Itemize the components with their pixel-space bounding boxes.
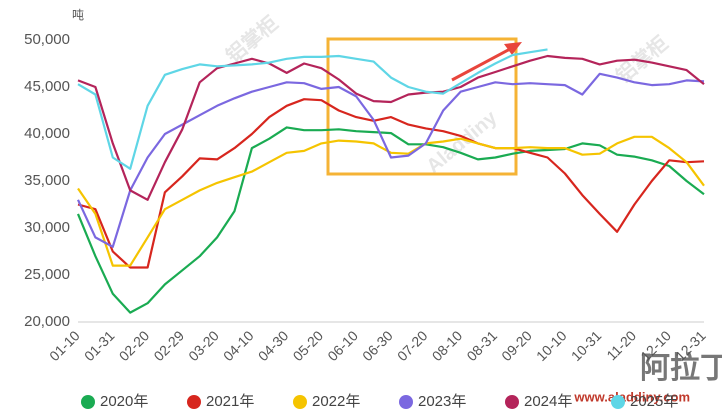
arrow — [451, 46, 513, 82]
legend-swatch — [399, 395, 413, 409]
x-tick-label: 10-10 — [533, 327, 570, 364]
y-tick-label: 40,000 — [24, 125, 70, 142]
series-line — [77, 54, 705, 201]
x-tick-label: 04-30 — [255, 327, 292, 364]
x-tick-label: 09-20 — [498, 327, 535, 364]
series-line — [76, 126, 705, 314]
legend-label: 2025年 — [630, 393, 678, 410]
watermark-logo: 阿拉丁 — [640, 351, 722, 385]
legend-swatch — [81, 395, 95, 409]
x-tick-label: 07-20 — [394, 327, 431, 364]
series-line — [77, 98, 705, 269]
x-tick-label: 02-29 — [150, 327, 187, 364]
legend-label: 2020年 — [100, 393, 148, 410]
x-tick-label: 04-10 — [220, 327, 257, 364]
highlight-box — [326, 37, 518, 176]
y-tick-label: 35,000 — [24, 172, 70, 189]
series-line — [77, 72, 705, 248]
legend-label: 2021年 — [206, 393, 254, 410]
unit-label: 吨 — [72, 8, 84, 22]
x-tick-label: 11-20 — [603, 327, 639, 363]
arrow-head — [504, 42, 522, 55]
y-tick-label: 45,000 — [24, 78, 70, 95]
legend-swatch — [611, 395, 625, 409]
legend-swatch — [293, 395, 307, 409]
watermark-url: www.aladdiny.com — [573, 389, 690, 404]
x-tick-label: 05-20 — [290, 327, 327, 364]
x-tick-label: 02-20 — [116, 327, 153, 364]
x-tick-label: 10-31 — [568, 327, 605, 364]
y-tick-label: 50,000 — [24, 31, 70, 48]
x-tick-label: 08-31 — [463, 327, 500, 364]
x-tick-label: 01-31 — [81, 327, 118, 364]
y-tick-label: 25,000 — [24, 266, 70, 283]
x-tick-label: 03-20 — [185, 327, 222, 364]
legend-swatch — [505, 395, 519, 409]
x-tick-label: 06-30 — [359, 327, 396, 364]
legend-label: 2022年 — [312, 393, 360, 410]
y-tick-label: 20,000 — [24, 313, 70, 330]
legend-label: 2023年 — [418, 393, 466, 410]
x-tick-label: 01-10 — [46, 327, 83, 364]
legend-swatch — [187, 395, 201, 409]
x-tick-label: 06-10 — [324, 327, 361, 364]
series-line — [77, 48, 548, 170]
legend-label: 2024年 — [524, 393, 572, 410]
y-tick-label: 30,000 — [24, 219, 70, 236]
x-tick-label: 08-10 — [429, 327, 466, 364]
series-line — [77, 135, 705, 267]
